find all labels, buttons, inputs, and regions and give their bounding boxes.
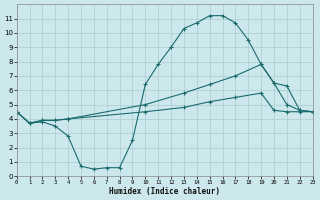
X-axis label: Humidex (Indice chaleur): Humidex (Indice chaleur) (109, 187, 220, 196)
